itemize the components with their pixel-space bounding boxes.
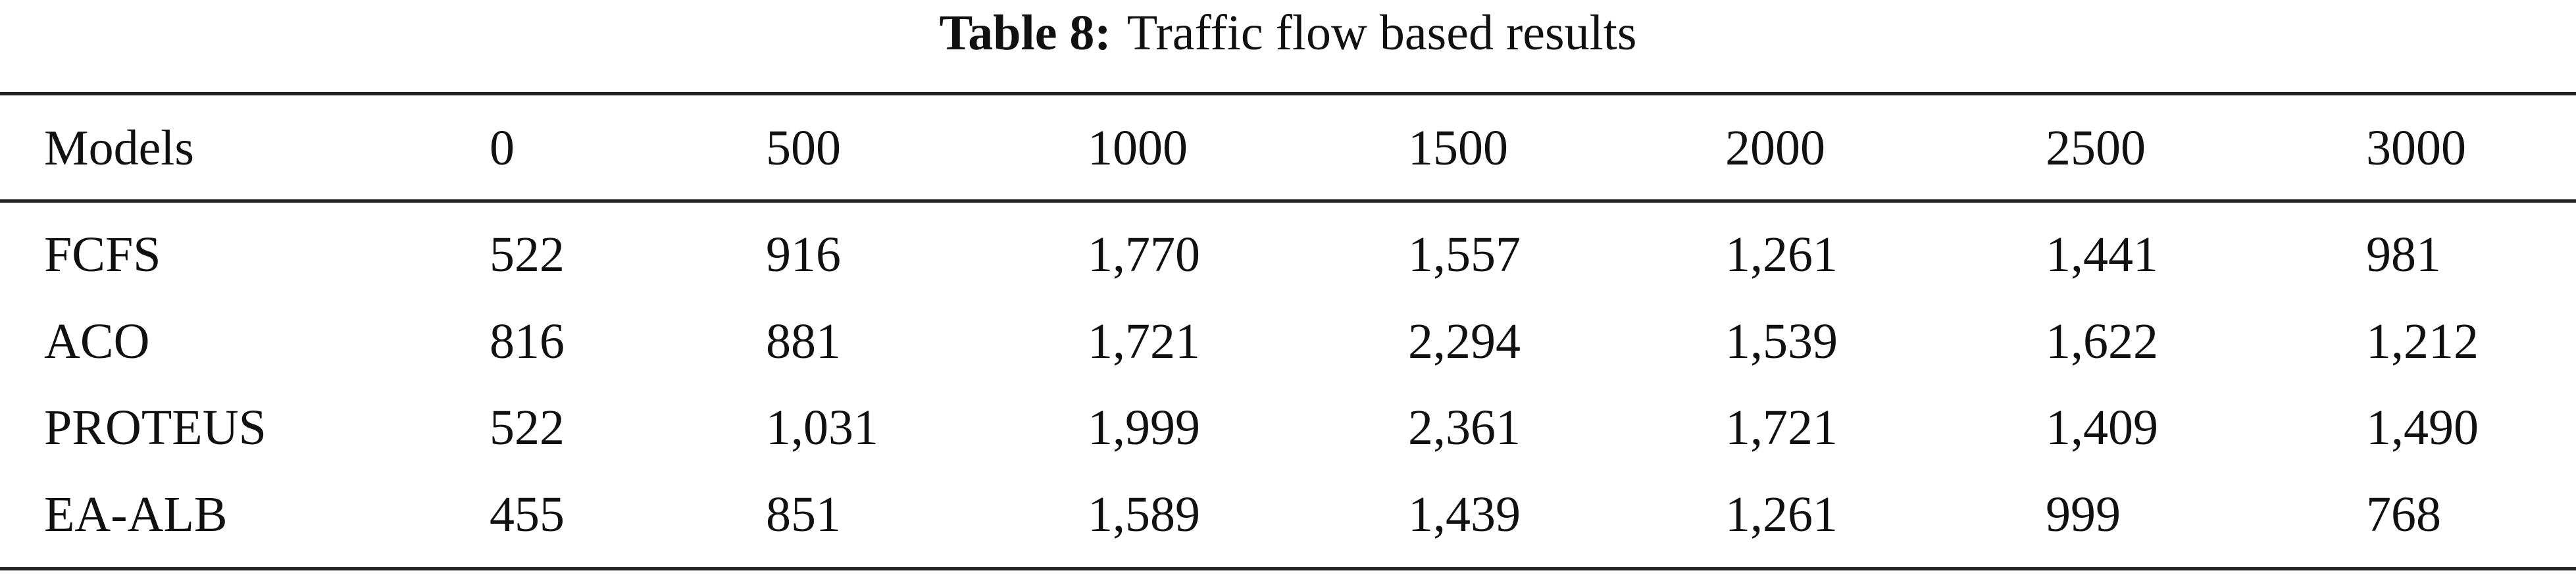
bottom-rule: [0, 567, 2576, 570]
header-rule: [0, 199, 2576, 203]
top-rule: [0, 92, 2576, 95]
table-cell: 1,212: [2366, 314, 2479, 369]
table-cell: 1,999: [1088, 400, 1200, 455]
row-label: EA-ALB: [44, 487, 228, 542]
table-cell: 1,409: [2046, 400, 2158, 455]
table-cell: 881: [766, 314, 841, 369]
table-cell: 2,294: [1408, 314, 1521, 369]
header-cell: Models: [44, 120, 194, 176]
table-cell: 522: [490, 400, 565, 455]
header-cell: 1000: [1088, 120, 1188, 176]
table-cell: 1,261: [1725, 227, 1838, 282]
table-cell: 1,261: [1725, 487, 1838, 542]
table-cell: 1,539: [1725, 314, 1838, 369]
table-cell: 851: [766, 487, 841, 542]
row-label: FCFS: [44, 227, 161, 282]
table-cell: 2,361: [1408, 400, 1521, 455]
table-cell: 1,589: [1088, 487, 1200, 542]
caption-label: Table 8:: [939, 5, 1111, 61]
table-cell: 768: [2366, 487, 2441, 542]
table-cell: 522: [490, 227, 565, 282]
table-cell: 999: [2046, 487, 2121, 542]
table-cell: 1,031: [766, 400, 878, 455]
row-label: ACO: [44, 314, 150, 369]
caption-text: Traffic flow based results: [1126, 5, 1637, 61]
table-caption: Table 8: Traffic flow based results: [0, 8, 2576, 58]
table-cell: 1,490: [2366, 400, 2479, 455]
table-cell: 455: [490, 487, 565, 542]
header-cell: 0: [490, 120, 515, 176]
table-cell: 1,770: [1088, 227, 1200, 282]
table-cell: 816: [490, 314, 565, 369]
table-cell: 916: [766, 227, 841, 282]
table-cell: 981: [2366, 227, 2441, 282]
header-cell: 2000: [1725, 120, 1825, 176]
header-cell: 3000: [2366, 120, 2466, 176]
table-cell: 1,721: [1088, 314, 1200, 369]
table-cell: 1,557: [1408, 227, 1521, 282]
table-cell: 1,622: [2046, 314, 2158, 369]
row-label: PROTEUS: [44, 400, 266, 455]
table-cell: 1,721: [1725, 400, 1838, 455]
table-cell: 1,441: [2046, 227, 2158, 282]
header-cell: 2500: [2046, 120, 2146, 176]
header-cell: 1500: [1408, 120, 1508, 176]
header-cell: 500: [766, 120, 841, 176]
table-cell: 1,439: [1408, 487, 1521, 542]
